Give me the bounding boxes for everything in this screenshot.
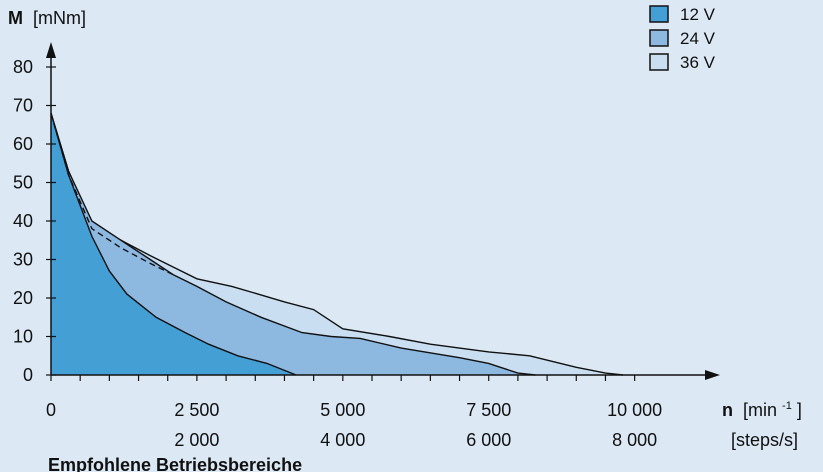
y-axis-title-unit: [mNm] <box>33 8 86 28</box>
legend-swatch <box>649 5 669 23</box>
area-series-12v <box>51 113 297 375</box>
legend-label: 36 V <box>680 53 716 72</box>
y-tick-label: 20 <box>13 288 33 308</box>
x-axis-title-sup: -1 <box>782 400 792 412</box>
series-areas <box>50 112 624 376</box>
dashed-curve <box>50 113 174 276</box>
y-tick-label: 80 <box>13 57 33 77</box>
legend-swatch <box>649 29 669 47</box>
y-axis-title-bold: M <box>8 8 23 28</box>
legend-label: 12 V <box>680 5 716 24</box>
dashed-curve-line <box>50 113 174 276</box>
x-tick-label: 5 000 <box>320 400 365 420</box>
x-axis-title: n [min -1 ] <box>722 393 802 420</box>
y-tick-label: 0 <box>23 365 33 385</box>
y-tick-label: 60 <box>13 134 33 154</box>
x-tick-label: 2 500 <box>174 400 219 420</box>
x-tick-label: 0 <box>46 400 56 420</box>
x-tick-label-secondary: 8 000 <box>612 430 657 450</box>
y-axis-title: M [mNm] <box>8 8 86 28</box>
x-tick-label: 7 500 <box>466 400 511 420</box>
y-tick-label: 10 <box>13 327 33 347</box>
x-axis-title-bold: n <box>722 400 733 420</box>
line-series-12v <box>50 113 297 376</box>
y-tick-label: 40 <box>13 211 33 231</box>
chart-footer: Empfohlene Betriebsbereiche <box>48 455 302 472</box>
legend-label: 24 V <box>680 29 716 48</box>
x-tick-label-secondary: 4 000 <box>320 430 365 450</box>
axes <box>46 42 720 380</box>
x-axis-arrow <box>705 370 720 380</box>
y-tick-label: 50 <box>13 173 33 193</box>
y-tick-label: 70 <box>13 96 33 116</box>
y-axis-arrow <box>46 42 56 58</box>
ticks: 0 10 20 30 40 50 60 70 80 0 2 500 2 000 5 000 4 000 7 … <box>13 57 662 450</box>
area-series-24v <box>51 113 536 375</box>
x-tick-label: 10 000 <box>607 400 662 420</box>
x-axis-title-prefix: [min <box>743 400 777 420</box>
line-series-24v <box>50 112 536 376</box>
x-axis-title-suffix: ] <box>797 400 802 420</box>
y-tick-label: 30 <box>13 250 33 270</box>
legend: 12 V 24 V 36 V <box>649 5 716 72</box>
x-tick-label-secondary: 6 000 <box>466 430 511 450</box>
x-tick-label-secondary: 2 000 <box>174 430 219 450</box>
legend-swatch <box>649 53 669 71</box>
x-axis-secondary-unit: [steps/s] <box>731 430 798 450</box>
